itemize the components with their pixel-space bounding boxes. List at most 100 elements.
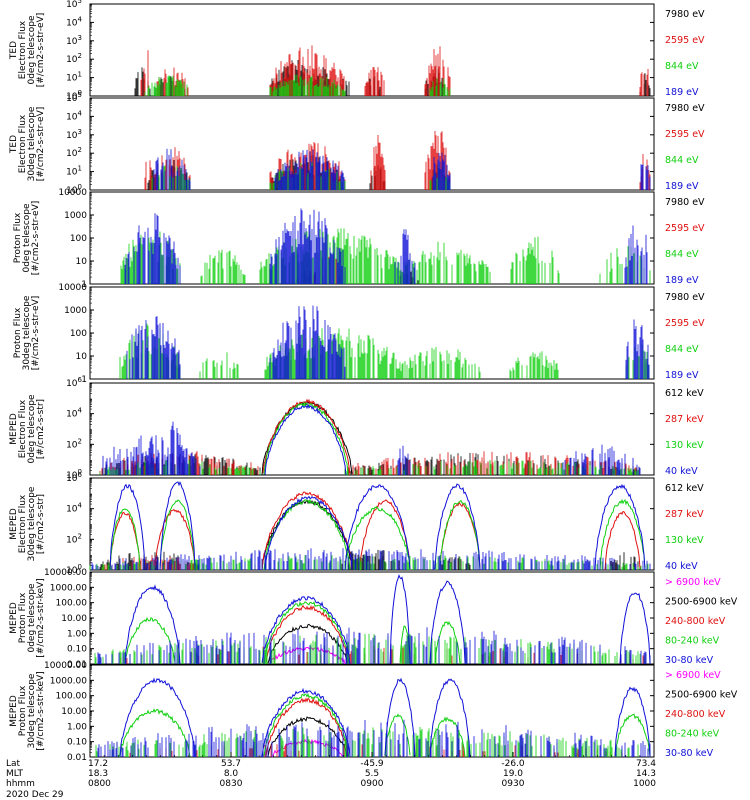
tick-label: 106 <box>66 376 82 389</box>
legend-label: 2595 eV <box>665 129 705 140</box>
legend-label: 130 keV <box>665 535 704 546</box>
series-hump <box>264 403 347 476</box>
y-label-line: [#/cm2-s-str-eV] <box>31 201 41 276</box>
y-label-line: [#/cm2-s-str-eV] <box>36 13 46 88</box>
tick-label: 105 <box>66 0 82 10</box>
series-red <box>140 45 649 96</box>
legend-label: 40 keV <box>665 561 698 572</box>
legend-label: 2500-6900 keV <box>665 690 738 701</box>
y-label-line: Electron Flux <box>18 20 28 79</box>
legend-label: 287 keV <box>665 414 704 425</box>
panel-7: 0.010.101.0010.00100.001000.0010000.00ME… <box>9 568 738 670</box>
series-hump <box>619 592 651 664</box>
series-hump <box>124 584 181 665</box>
tick-label: 103 <box>66 34 82 47</box>
tick-label: 0.01 <box>67 660 87 670</box>
legend-label: 844 eV <box>665 249 699 260</box>
legend-label: 7980 eV <box>665 9 705 20</box>
legend-label: 80-240 keV <box>665 636 720 647</box>
tick-label: 1.00 <box>67 722 87 732</box>
y-label-line: Electron Flux <box>18 494 28 553</box>
y-label-line: [#/cm2-s-str] <box>36 399 46 459</box>
series-hump <box>265 697 349 757</box>
legend-label: 189 eV <box>665 87 699 98</box>
y-axis-label: Proton Flux 0deg telescope [#/cm2-s-str-eV… <box>13 201 41 276</box>
tick-label: 102 <box>66 52 82 65</box>
y-label-line: [#/cm2-s-str-keV] <box>36 578 46 657</box>
y-label-line: [#/cm2-s-str] <box>36 494 46 554</box>
x-tick-label-mlt: 18.3 <box>88 769 108 779</box>
tick-label: 102 <box>66 437 82 450</box>
tick-label: 10000 <box>58 283 87 293</box>
series-red <box>144 131 651 190</box>
y-label-line: 0deg telescope <box>27 15 37 85</box>
series-hump <box>384 677 416 758</box>
tick-label: 104 <box>66 407 82 420</box>
legend-label: 189 eV <box>665 275 699 286</box>
y-axis-label: MEPED Proton Flux 30deg telescope [#/cm2-s-… <box>9 671 46 750</box>
series-hump <box>344 484 411 571</box>
y-axis-label: Proton Flux 30deg telescope [#/cm2-s-str-e… <box>13 295 41 370</box>
series-hump <box>614 686 651 757</box>
series-hump <box>109 508 141 571</box>
x-tick-label-lat: 17.2 <box>88 759 108 769</box>
legend-label: 2595 eV <box>665 35 705 46</box>
legend-label: 844 eV <box>665 344 699 355</box>
series-hump <box>154 509 196 570</box>
plot-frame <box>89 3 655 97</box>
series-hump <box>264 495 353 570</box>
tick-label: 100 <box>70 234 87 244</box>
y-label-line: Proton Flux <box>13 212 23 263</box>
series-hump <box>262 398 351 474</box>
plot-frame <box>89 664 655 758</box>
legend-label: 2595 eV <box>665 318 705 329</box>
tick-label: 101 <box>66 71 82 84</box>
series-blue <box>97 677 651 758</box>
tick-label: 10 <box>76 257 88 267</box>
series-hump <box>261 499 353 570</box>
xaxis-row-label-lat: Lat <box>6 759 21 769</box>
series-hump <box>261 491 353 571</box>
x-tick-label-hhmm: 1000 <box>633 779 656 789</box>
y-label-line: Electron Flux <box>18 114 28 173</box>
tick-label: 10.00 <box>61 614 87 624</box>
y-label-line: 0deg telescope <box>22 203 32 273</box>
series-red <box>102 491 641 571</box>
series-green <box>144 74 451 96</box>
y-label-line: 30deg telescope <box>27 673 37 748</box>
series-spikes <box>126 305 650 379</box>
series-spikes <box>97 627 651 664</box>
series-blue <box>124 208 648 284</box>
y-label-line: MEPED <box>9 695 19 727</box>
x-tick-label-hhmm: 0900 <box>361 779 384 789</box>
series-hump <box>359 499 411 571</box>
series-hump <box>261 687 351 758</box>
legend-label: 240-800 keV <box>665 709 726 720</box>
series-spikes <box>144 74 451 96</box>
series-hump <box>261 595 351 665</box>
legend-label: 7980 eV <box>665 103 705 114</box>
y-label-line: Proton Flux <box>13 307 23 358</box>
x-tick-label-hhmm: 0800 <box>88 779 111 789</box>
xaxis-row-label-hhmm: hhmm <box>6 779 35 789</box>
series-black <box>101 400 640 476</box>
y-axis-label: MEPED Electron Flux 30deg telescope [#/cm2-… <box>9 486 46 561</box>
series-hump <box>599 498 646 571</box>
y-label-line: Electron Flux <box>18 399 28 458</box>
legend-label: 844 eV <box>665 155 699 166</box>
series-red <box>120 604 645 665</box>
series-black <box>267 716 348 758</box>
tick-label: 1 <box>81 280 87 290</box>
xaxis-row-label-mlt: MLT <box>6 769 24 779</box>
tick-label: 101 <box>66 165 82 178</box>
y-label-line: [#/cm2-s-str-keV] <box>36 671 46 750</box>
series-hump <box>267 623 348 665</box>
series-spikes <box>144 131 651 190</box>
legend-label: 240-800 keV <box>665 616 726 627</box>
y-label-line: 30deg telescope <box>22 295 32 370</box>
